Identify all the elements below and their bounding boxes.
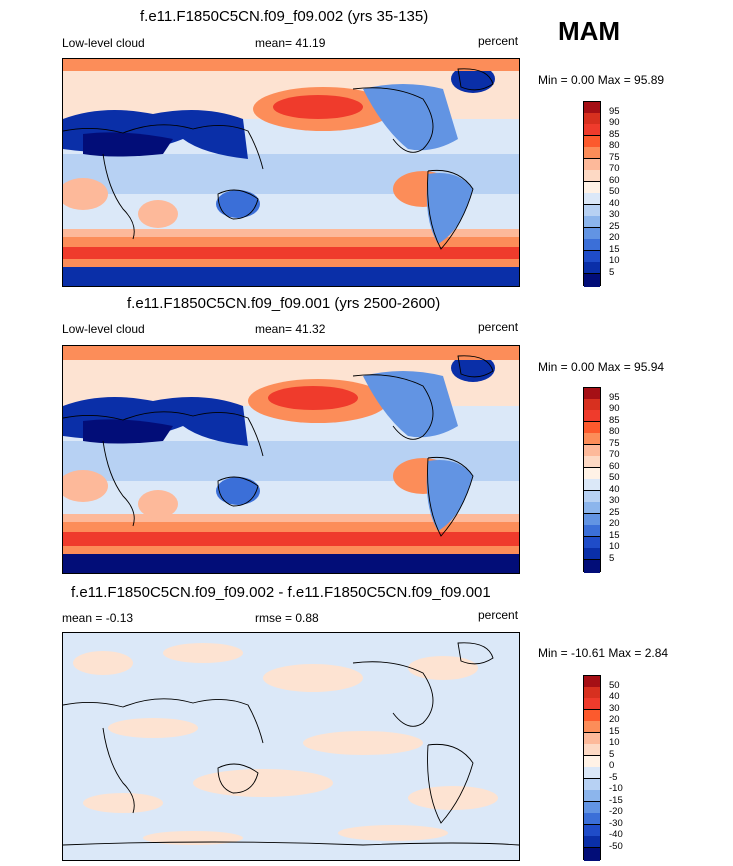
panel-1-left-label: Low-level cloud [62,36,145,50]
panel-2-colorbar-label: 95 [609,392,620,403]
panel-1-colorbar-label: 5 [609,267,615,278]
panel-1-colorbar-label: 50 [609,186,620,197]
panel-2-units: percent [478,320,519,334]
panel-3-colorbar-label: -30 [609,818,623,829]
panel-3-colorbar-label: -20 [609,806,623,817]
panel-1-colorbar-label: 85 [609,129,620,140]
panel-2-colorbar-label: 25 [609,507,620,518]
panel-3-colorbar-label: -15 [609,795,623,806]
panel-3-colorbar-box [584,744,600,756]
panel-2-colorbar-label: 80 [609,426,620,437]
panel-3-colorbar-label: -5 [609,772,618,783]
panel-1-minmax: Min = 0.00 Max = 95.89 [538,73,665,87]
panel-3-colorbar-label: 20 [609,714,620,725]
panel-3-units: percent [478,608,519,622]
panel-2-map-plot [63,346,519,573]
panel-2-minmax: Min = 0.00 Max = 95.94 [538,360,665,374]
panel-1-colorbar-label: 40 [609,198,620,209]
panel-1-colorbar-box [584,274,600,287]
panel-1-colorbar-box [584,216,600,228]
panel-2-colorbar-box [584,560,600,573]
panel-3-colorbar [583,675,601,861]
panel-1-mean: mean= 41.19 [255,36,326,50]
panel-1-colorbar-label: 30 [609,209,620,220]
panel-3-colorbar-label: 40 [609,691,620,702]
panel-2-colorbar-box [584,548,600,560]
panel-2-colorbar-box [584,479,600,491]
panel-1-colorbar-box [584,124,600,136]
panel-1-colorbar-box [584,147,600,159]
panel-2-left-label: Low-level cloud [62,322,145,336]
panel-3-colorbar-label: 15 [609,726,620,737]
panel-2-colorbar-label: 70 [609,449,620,460]
panel-1-colorbar-label: 80 [609,140,620,151]
panel-1-colorbar-box [584,170,600,182]
panel-3-colorbar-box [584,813,600,825]
panel-1-units: percent [478,34,519,48]
panel-2-colorbar-box [584,410,600,422]
panel-3-title: f.e11.F1850C5CN.f09_f09.002 - f.e11.F185… [71,584,491,601]
panel-3-colorbar-label: 5 [609,749,615,760]
panel-2-colorbar-label: 20 [609,518,620,529]
panel-3-colorbar-box [584,790,600,802]
panel-2-colorbar-label: 90 [609,403,620,414]
panel-2-colorbar-label: 60 [609,461,620,472]
panel-1-colorbar-box [584,239,600,251]
panel-2-colorbar-label: 75 [609,438,620,449]
panel-1-colorbar-label: 25 [609,221,620,232]
panel-2-title: f.e11.F1850C5CN.f09_f09.001 (yrs 2500-26… [127,295,441,312]
panel-2-colorbar-label: 10 [609,541,620,552]
panel-3-colorbar-label: -40 [609,829,623,840]
panel-3-minmax: Min = -10.61 Max = 2.84 [538,646,669,660]
panel-3-colorbar-label: 50 [609,680,620,691]
panel-3-mean: mean = -0.13 [62,611,134,625]
panel-1-map-plot [63,59,519,286]
panel-2-colorbar-box [584,502,600,514]
panel-3-colorbar-label: 30 [609,703,620,714]
panel-2-colorbar-box [584,433,600,445]
panel-3-map-plot [63,633,519,860]
panel-1-colorbar-box [584,262,600,274]
panel-1-colorbar-label: 10 [609,255,620,266]
panel-1-colorbar-label: 95 [609,106,620,117]
panel-1-colorbar-label: 75 [609,152,620,163]
panel-2-colorbar-box [584,456,600,468]
panel-3-rmse: rmse = 0.88 [255,611,319,625]
panel-2-colorbar-label: 5 [609,553,615,564]
panel-2-map [62,345,520,574]
panel-3-colorbar-box [584,721,600,733]
panel-3-colorbar-box [584,836,600,848]
panel-3-colorbar-box [584,698,600,710]
panel-3-colorbar-label: 10 [609,737,620,748]
panel-2-mean: mean= 41.32 [255,322,326,336]
panel-1-colorbar-label: 90 [609,117,620,128]
panel-2-colorbar-label: 30 [609,495,620,506]
panel-3-colorbar-label: 0 [609,760,615,771]
panel-1-title: f.e11.F1850C5CN.f09_f09.002 (yrs 35-135) [140,8,429,25]
panel-3-colorbar-box [584,767,600,779]
panel-2-colorbar [583,387,601,573]
panel-1-colorbar [583,101,601,287]
panel-1-colorbar-label: 20 [609,232,620,243]
panel-1-colorbar-label: 15 [609,244,620,255]
panel-1-colorbar-box [584,193,600,205]
panel-2-colorbar-label: 50 [609,472,620,483]
panel-1-colorbar-label: 70 [609,163,620,174]
panel-3-colorbar-box [584,848,600,861]
panel-1-colorbar-label: 60 [609,175,620,186]
panel-3-colorbar-label: -50 [609,841,623,852]
panel-2-colorbar-box [584,525,600,537]
panel-1-map [62,58,520,287]
panel-2-colorbar-label: 15 [609,530,620,541]
panel-2-colorbar-label: 85 [609,415,620,426]
panel-3-colorbar-label: -10 [609,783,623,794]
season-label: MAM [558,16,621,46]
panel-3-map [62,632,520,861]
panel-2-colorbar-label: 40 [609,484,620,495]
